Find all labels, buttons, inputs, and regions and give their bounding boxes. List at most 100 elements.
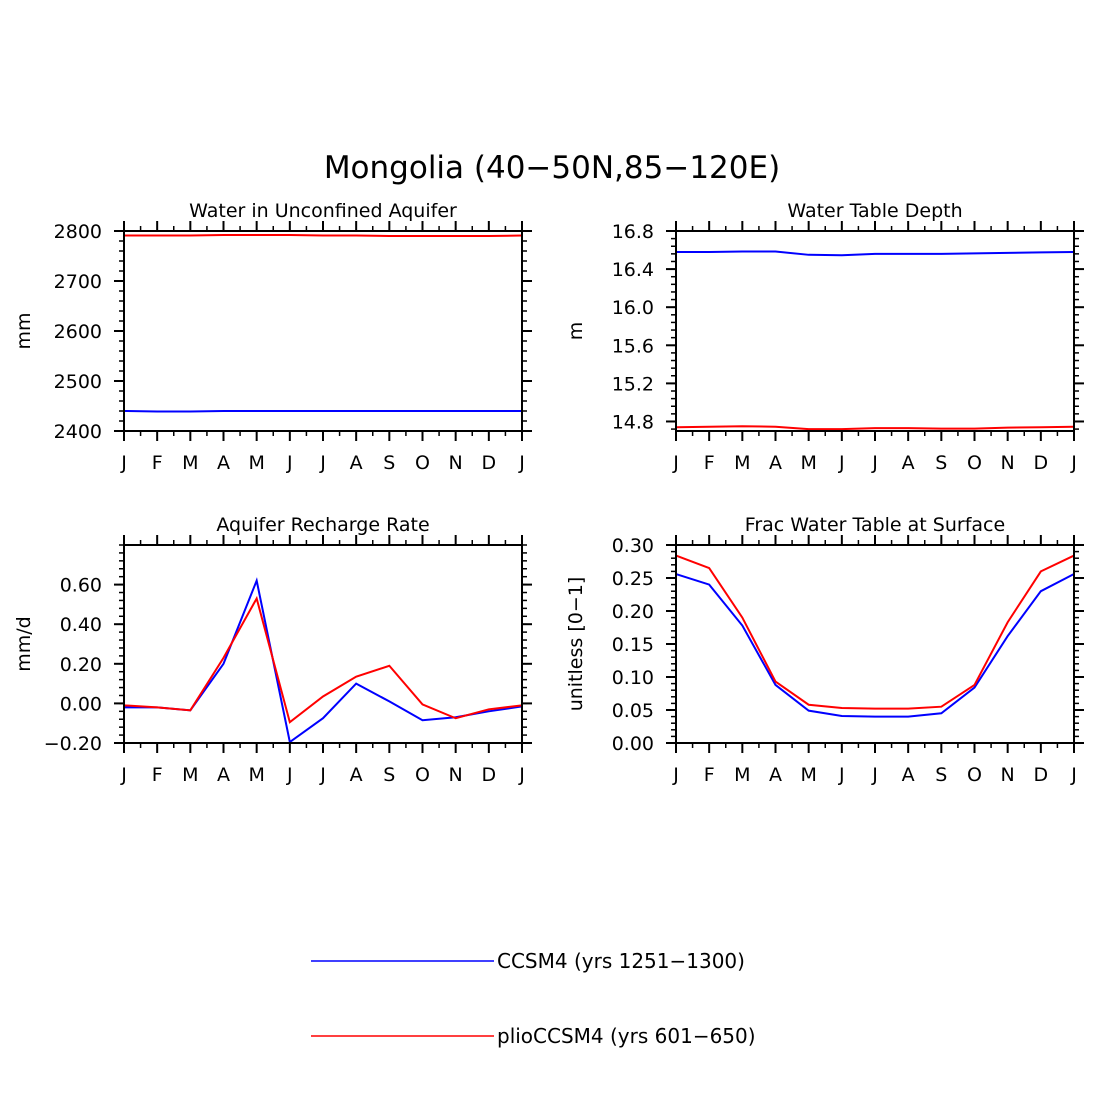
x-tick-label: M — [800, 764, 816, 786]
x-tick-label: J — [1070, 452, 1077, 474]
y-tick-label: 14.8 — [612, 411, 654, 433]
x-tick-label: M — [734, 764, 750, 786]
series-line-ccsm4 — [675, 573, 1075, 718]
x-tick-label: D — [1034, 452, 1049, 474]
x-tick-label: A — [902, 764, 915, 786]
series-line-plioccsm4 — [124, 234, 523, 237]
x-tick-label: M — [800, 452, 816, 474]
panel-title: Water Table Depth — [787, 200, 962, 222]
x-tick-label: S — [935, 452, 947, 474]
series-line-ccsm4 — [676, 250, 1075, 257]
legend-label: plioCCSM4 (yrs 601−650) — [497, 1024, 756, 1048]
y-tick-label: 15.2 — [612, 373, 654, 395]
y-tick-label: 15.6 — [612, 335, 654, 357]
y-tick-label: 2600 — [54, 321, 102, 343]
x-tick-label: J — [672, 452, 679, 474]
y-tick-label: 0.10 — [612, 667, 654, 689]
x-tick-label: N — [1001, 452, 1015, 474]
x-tick-label: M — [734, 452, 750, 474]
legend-item: plioCCSM4 (yrs 601−650) — [311, 1024, 756, 1048]
y-tick-label: 0.20 — [612, 601, 654, 623]
series-line-plioccsm4 — [123, 595, 523, 724]
x-tick-label: S — [383, 764, 395, 786]
x-tick-label: O — [967, 764, 982, 786]
series-line-ccsm4 — [123, 410, 522, 413]
x-tick-label: J — [871, 452, 878, 474]
x-tick-label: J — [120, 764, 127, 786]
y-axis-label: m — [565, 322, 587, 341]
y-tick-label: 16.8 — [612, 221, 654, 243]
x-tick-label: J — [286, 764, 293, 786]
panel-title: Water in Unconfined Aquifer — [189, 200, 457, 222]
y-axis-label: unitless [0−1] — [565, 577, 587, 712]
y-tick-label: 0.05 — [612, 700, 654, 722]
x-tick-label: M — [248, 764, 264, 786]
x-tick-label: J — [1070, 764, 1077, 786]
x-tick-label: N — [1001, 764, 1015, 786]
panel-title: Aquifer Recharge Rate — [216, 514, 429, 536]
x-tick-label: J — [518, 452, 525, 474]
x-tick-label: A — [769, 764, 782, 786]
x-tick-label: J — [518, 764, 525, 786]
y-tick-label: 0.25 — [612, 568, 654, 590]
x-tick-label: J — [838, 764, 845, 786]
x-tick-label: A — [902, 452, 915, 474]
y-tick-label: −0.20 — [44, 733, 102, 755]
x-tick-label: N — [449, 764, 463, 786]
y-tick-label: 0.20 — [60, 654, 102, 676]
x-tick-label: N — [449, 452, 463, 474]
x-tick-label: J — [871, 764, 878, 786]
x-tick-label: J — [120, 452, 127, 474]
y-tick-label: 0.15 — [612, 634, 654, 656]
x-tick-label: A — [217, 452, 230, 474]
y-tick-label: 0.00 — [60, 693, 102, 715]
y-tick-label: 2700 — [54, 271, 102, 293]
x-tick-label: O — [967, 452, 982, 474]
legend: CCSM4 (yrs 1251−1300) plioCCSM4 (yrs 601−… — [311, 949, 756, 1048]
x-tick-label: J — [286, 452, 293, 474]
y-tick-label: 16.0 — [612, 297, 654, 319]
x-tick-label: D — [482, 764, 497, 786]
legend-label: CCSM4 (yrs 1251−1300) — [497, 949, 745, 973]
x-tick-label: D — [1034, 764, 1049, 786]
x-tick-label: A — [769, 452, 782, 474]
x-tick-label: O — [415, 764, 430, 786]
x-tick-label: F — [152, 452, 163, 474]
x-tick-label: M — [182, 452, 198, 474]
x-tick-label: J — [319, 452, 326, 474]
y-tick-label: 0.40 — [60, 614, 102, 636]
x-tick-label: O — [415, 452, 430, 474]
x-tick-label: F — [704, 452, 715, 474]
y-tick-label: 0.30 — [612, 535, 654, 557]
x-tick-label: A — [350, 764, 363, 786]
y-tick-label: 0.60 — [60, 575, 102, 597]
x-tick-label: J — [319, 764, 326, 786]
y-tick-label: 16.4 — [612, 259, 654, 281]
y-tick-label: 2500 — [54, 371, 102, 393]
panel-title: Frac Water Table at Surface — [745, 514, 1005, 536]
series-line-plioccsm4 — [675, 425, 1075, 431]
y-tick-label: 0.00 — [612, 733, 654, 755]
y-axis-label: mm/d — [13, 616, 35, 671]
legend-item: CCSM4 (yrs 1251−1300) — [311, 949, 745, 973]
x-tick-label: S — [935, 764, 947, 786]
x-tick-label: M — [248, 452, 264, 474]
x-tick-label: J — [838, 452, 845, 474]
y-tick-label: 2800 — [54, 221, 102, 243]
x-tick-label: A — [217, 764, 230, 786]
x-tick-label: D — [482, 452, 497, 474]
x-tick-label: M — [182, 764, 198, 786]
x-tick-label: F — [152, 764, 163, 786]
y-tick-label: 2400 — [54, 421, 102, 443]
x-tick-label: S — [383, 452, 395, 474]
y-axis-label: mm — [13, 312, 35, 349]
x-tick-label: J — [672, 764, 679, 786]
figure-title: Mongolia (40−50N,85−120E) — [324, 150, 780, 186]
